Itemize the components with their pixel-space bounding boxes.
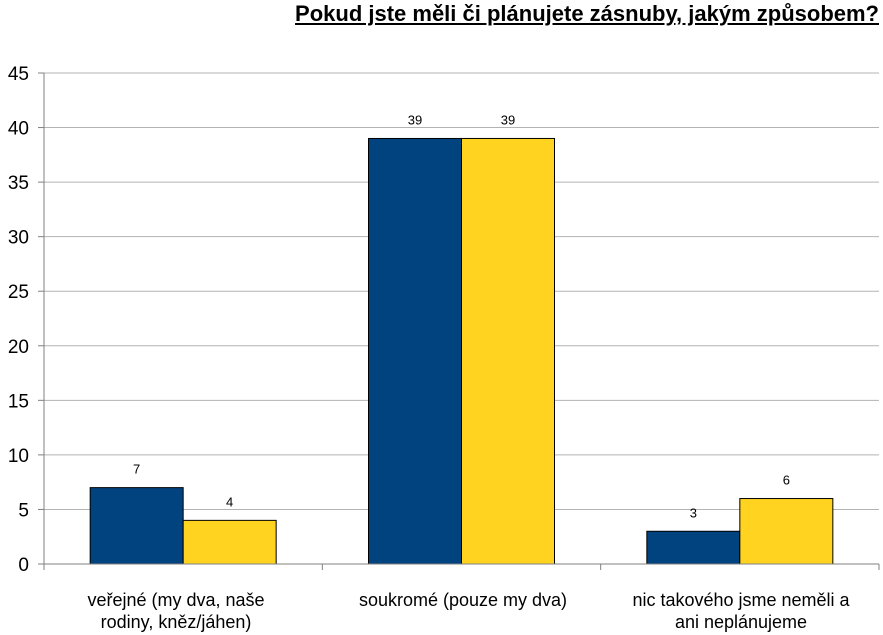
data-label: 4	[226, 494, 233, 509]
bar	[368, 137, 462, 565]
category-label-line: veřejné (my dva, naše	[87, 590, 265, 610]
chart-title: Pokud jste měli či plánujete zásnuby, ja…	[295, 1, 879, 26]
y-tick-label: 15	[8, 391, 29, 412]
bar	[461, 137, 555, 565]
y-tick-label: 45	[8, 64, 29, 85]
axes: 0 5 10 15 20 25 30 35 40 45	[8, 64, 880, 576]
data-labels: 7 4 39 39 3 6	[133, 112, 790, 520]
category-label-line: soukromé (pouze my dva)	[358, 590, 568, 610]
y-tick-label: 30	[8, 228, 29, 249]
bars	[89, 137, 834, 565]
y-tick-label: 5	[18, 500, 29, 521]
data-label: 39	[501, 112, 515, 127]
category-label-line: ani neplánujeme	[674, 612, 808, 632]
data-label: 6	[783, 473, 790, 488]
data-label: 39	[408, 112, 422, 127]
category-label-line: rodiny, kněz/jáhen)	[100, 612, 252, 632]
bar	[182, 519, 277, 565]
data-label: 3	[690, 505, 697, 520]
category-label-verejne: veřejné (my dva, naše rodiny, kněz/jáhen…	[36, 589, 316, 633]
data-label: 7	[133, 462, 140, 477]
bar	[89, 487, 184, 565]
y-tick-label: 40	[8, 119, 29, 140]
category-label-nic: nic takového jsme neměli a ani neplánuje…	[601, 589, 881, 633]
bar	[739, 498, 834, 565]
y-tick-label: 25	[8, 282, 29, 303]
category-label-soukrome: soukromé (pouze my dva)	[323, 589, 603, 611]
bar	[646, 530, 741, 565]
category-label-line: nic takového jsme neměli a	[632, 590, 850, 610]
y-tick-label: 20	[8, 337, 29, 358]
y-tick-label: 35	[8, 173, 29, 194]
y-tick-label: 0	[18, 555, 29, 576]
y-tick-label: 10	[8, 446, 29, 467]
